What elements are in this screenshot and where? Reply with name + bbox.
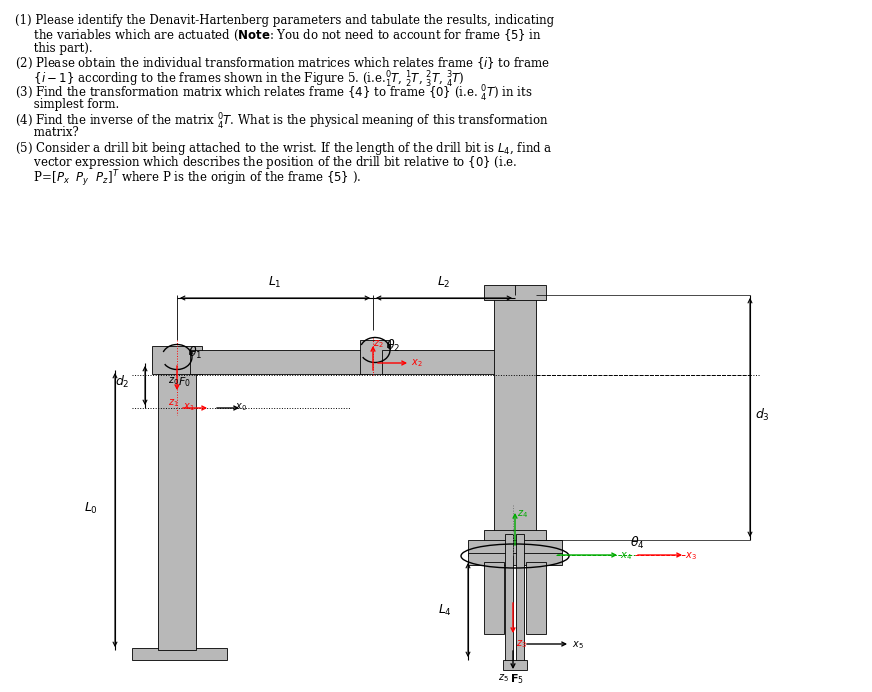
Text: $\theta_1$: $\theta_1$ (188, 345, 202, 361)
Bar (468, 540, 562, 556)
Bar (468, 553, 562, 565)
Text: P=[$P_x$  $P_y$  $P_z$]$^T$ where P is the origin of the frame $\{5\}$ ).: P=[$P_x$ $P_y$ $P_z$]$^T$ where P is the… (15, 168, 361, 189)
Text: (4) Find the inverse of the matrix $^0_4T$. What is the physical meaning of this: (4) Find the inverse of the matrix $^0_4… (15, 112, 548, 132)
Bar (382, 350, 502, 374)
Bar (526, 562, 546, 634)
Text: (2) Please obtain the individual transformation matrices which relates frame $\{: (2) Please obtain the individual transfo… (15, 56, 550, 71)
Bar (360, 340, 390, 374)
Text: $x_3$: $x_3$ (685, 550, 697, 562)
Bar (152, 346, 202, 374)
Text: (1) Please identify the Denavit-Hartenberg parameters and tabulate the results, : (1) Please identify the Denavit-Hartenbe… (15, 14, 554, 27)
Text: simplest form.: simplest form. (15, 98, 119, 111)
Bar (484, 530, 546, 544)
Bar (516, 534, 524, 664)
Bar (132, 648, 227, 660)
Text: $z_3$: $z_3$ (516, 638, 527, 650)
Text: the variables which are actuated ($\mathbf{Note}$: You do not need to account fo: the variables which are actuated ($\math… (15, 28, 542, 43)
Text: $x_4$: $x_4$ (620, 550, 632, 562)
Text: $L_0$: $L_0$ (84, 500, 98, 516)
Bar (158, 360, 196, 650)
Bar (190, 350, 368, 374)
Text: $d_2$: $d_2$ (115, 374, 130, 390)
Text: $\{i-1\}$ according to the frames shown in the Figure 5. (i.e.$^0_1T$, $^1_2T$, : $\{i-1\}$ according to the frames shown … (15, 70, 465, 90)
Text: $x_5$: $x_5$ (572, 639, 583, 650)
Text: $z_2$: $z_2$ (373, 338, 384, 349)
Bar (484, 285, 546, 300)
Text: $x_0$: $x_0$ (235, 401, 247, 413)
Bar (505, 534, 513, 664)
Text: $z_4$: $z_4$ (517, 508, 528, 520)
Text: $F_0$: $F_0$ (178, 375, 191, 389)
Text: $\mathbf{F}_5$: $\mathbf{F}_5$ (510, 672, 524, 686)
Text: $x_1$: $x_1$ (183, 401, 194, 413)
Text: this part).: this part). (15, 42, 92, 55)
Bar (484, 562, 504, 634)
Text: $z_1$: $z_1$ (168, 397, 179, 409)
Text: $z_0$: $z_0$ (168, 375, 179, 387)
Text: $L_2$: $L_2$ (437, 275, 451, 290)
Text: $\theta_4$: $\theta_4$ (630, 535, 644, 551)
Text: $\theta_2$: $\theta_2$ (386, 338, 400, 354)
Bar (494, 295, 536, 535)
Bar (503, 660, 527, 670)
Text: $z_5$: $z_5$ (498, 672, 509, 684)
Text: $d_3$: $d_3$ (755, 407, 770, 423)
Text: (3) Find the transformation matrix which relates frame $\{4\}$ to frame $\{0\}$ : (3) Find the transformation matrix which… (15, 84, 533, 104)
Text: $L_4$: $L_4$ (438, 603, 452, 617)
Text: $L_1$: $L_1$ (269, 275, 282, 290)
Text: $x_2$: $x_2$ (411, 357, 423, 369)
Text: matrix?: matrix? (15, 126, 78, 139)
Text: (5) Consider a drill bit being attached to the wrist. If the length of the drill: (5) Consider a drill bit being attached … (15, 140, 553, 157)
Text: vector expression which describes the position of the drill bit relative to $\{0: vector expression which describes the po… (15, 154, 518, 171)
